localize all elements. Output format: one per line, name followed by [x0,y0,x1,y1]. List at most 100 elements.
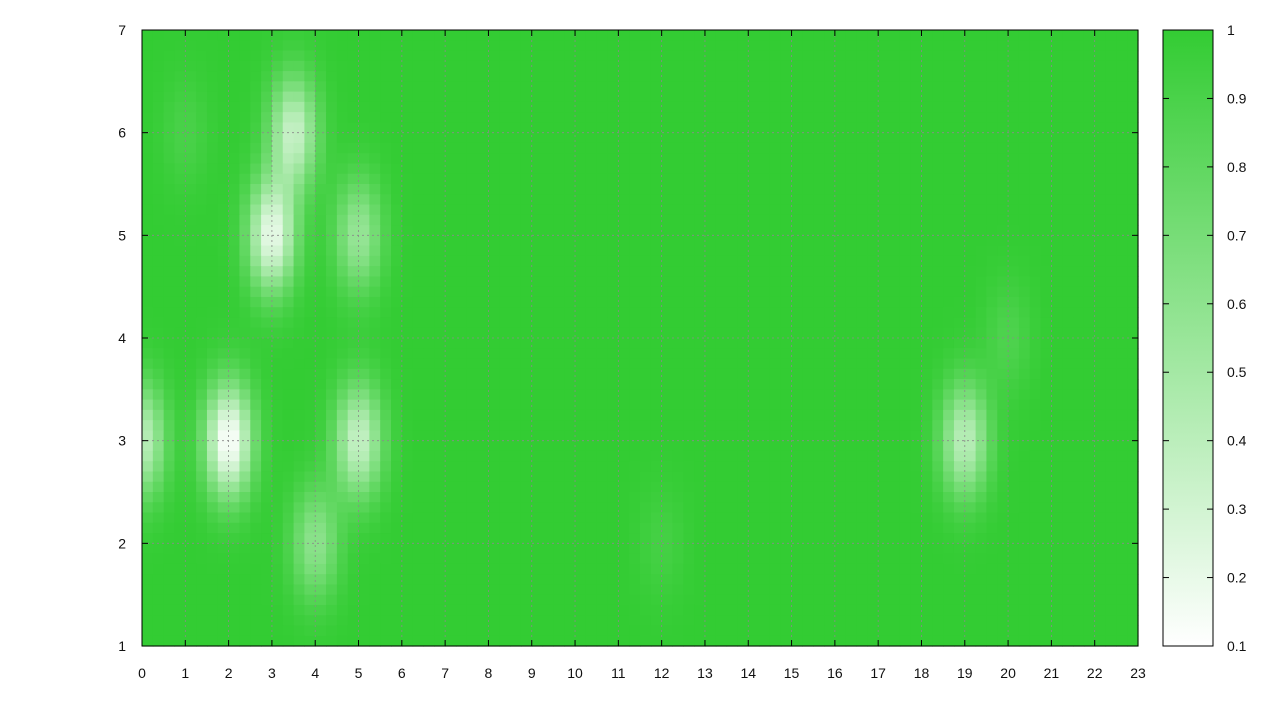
heatmap-cell [206,30,219,41]
heatmap-cell [856,481,868,493]
heatmap-cell [737,163,749,175]
heatmap-cell [477,502,490,514]
heatmap-cell [650,440,663,452]
heatmap-cell [618,132,630,144]
heatmap-cell [174,71,186,82]
heatmap-cell [824,574,836,585]
heatmap-cell [445,492,457,503]
heatmap-cell [1018,245,1031,257]
heatmap-cell [564,184,576,195]
heatmap-cell [423,461,435,473]
heatmap-cell [174,553,186,565]
heatmap-cell [217,338,230,349]
heatmap-cell [932,481,944,493]
heatmap-cell [964,327,977,339]
heatmap-cell [423,163,435,175]
heatmap-cell [250,512,262,524]
heatmap-cell [596,307,609,319]
heatmap-cell [986,101,998,113]
heatmap-cell [434,368,446,380]
heatmap-cell [401,204,414,216]
heatmap-cell [575,543,587,555]
heatmap-cell [975,574,988,585]
heatmap-cell [553,440,565,452]
heatmap-cell [510,307,522,319]
heatmap-cell [1029,481,1042,493]
heatmap-cell [953,50,966,62]
heatmap-cell [315,543,327,555]
heatmap-cell [510,430,522,442]
heatmap-cell [845,50,858,62]
heatmap-cell [953,481,966,493]
heatmap-cell [152,368,165,380]
heatmap-cell [261,327,273,339]
heatmap-cell [737,245,749,257]
heatmap-cell [715,338,728,349]
heatmap-cell [1083,81,1096,93]
heatmap-cell [813,163,825,175]
heatmap-cell [412,338,425,349]
heatmap-cell [423,204,435,216]
heatmap-cell [282,235,295,247]
heatmap-cell [445,543,457,555]
heatmap-cell [964,492,977,503]
heatmap-cell [834,348,847,360]
heatmap-cell [856,266,868,277]
heatmap-cell [889,276,901,288]
heatmap-cell [661,543,674,555]
heatmap-cell [271,286,284,298]
heatmap-cell [878,153,890,165]
heatmap-cell [1040,50,1052,62]
heatmap-cell [531,71,544,82]
heatmap-cell [780,409,793,421]
heatmap-cell [1105,184,1117,195]
heatmap-cell [661,574,674,585]
heatmap-cell [455,399,468,411]
heatmap-cell [401,40,414,52]
heatmap-cell [1008,40,1020,52]
heatmap-cell [856,296,868,308]
heatmap-cell [910,317,923,329]
heatmap-cell [953,235,966,247]
heatmap-cell [1094,184,1107,195]
heatmap-cell [1051,481,1063,493]
heatmap-cell [423,245,435,257]
heatmap-cell [1073,112,1085,123]
heatmap-cell [1051,225,1063,236]
heatmap-cell [282,584,295,596]
heatmap-cell [1116,440,1128,452]
heatmap-cell [737,450,749,462]
heatmap-cell [391,112,403,123]
heatmap-cell [943,71,955,82]
heatmap-cell [477,173,490,185]
heatmap-cell [1062,553,1074,565]
heatmap-cell [932,450,944,462]
heatmap-cell [542,225,554,236]
heatmap-cell [802,296,814,308]
heatmap-cell [250,338,262,349]
heatmap-cell [304,112,316,123]
heatmap-cell [878,358,890,370]
heatmap-cell [347,409,360,421]
heatmap-cell [943,379,955,390]
heatmap-cell [326,81,338,93]
heatmap-cell [618,389,630,401]
heatmap-cell [683,286,695,298]
heatmap-cell [531,163,544,175]
heatmap-cell [531,409,544,421]
heatmap-cell [217,492,230,503]
heatmap-cell [867,409,879,421]
heatmap-cell [423,122,435,134]
heatmap-cell [834,245,847,257]
heatmap-cell [964,317,977,329]
heatmap-cell [401,235,414,247]
heatmap-cell [834,194,847,206]
heatmap-cell [1083,574,1096,585]
heatmap-cell [250,266,262,277]
heatmap-cell [271,533,284,544]
heatmap-cell [488,204,500,216]
heatmap-cell [326,409,338,421]
heatmap-cell [1073,173,1085,185]
heatmap-cell [769,132,782,144]
heatmap-cell [585,533,598,544]
